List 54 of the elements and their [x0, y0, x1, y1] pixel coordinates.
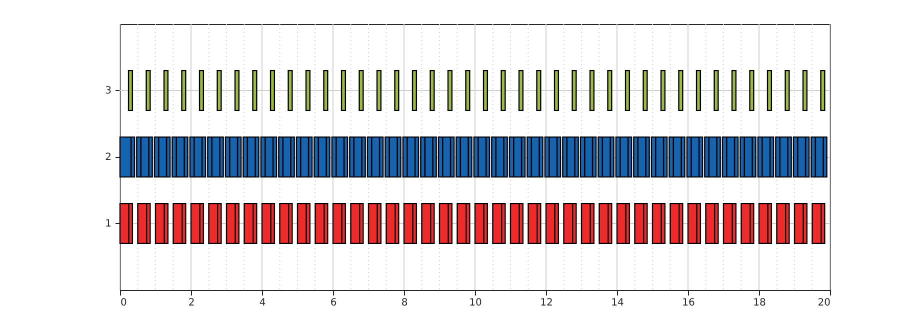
bar: [797, 136, 806, 178]
bar: [371, 136, 380, 178]
bar: [814, 136, 824, 178]
x-tick-label: 18: [753, 298, 766, 308]
x-tick-label: 16: [682, 298, 695, 308]
bar: [726, 136, 736, 178]
bar: [158, 136, 168, 178]
bar: [388, 136, 398, 178]
bar: [495, 136, 504, 178]
x-tick-label: 14: [611, 298, 624, 308]
bar: [176, 136, 185, 178]
bar: [620, 136, 629, 178]
bar: [513, 136, 522, 178]
bar: [530, 136, 540, 178]
x-tick-label: 8: [401, 298, 408, 308]
bar: [353, 136, 362, 178]
bar: [637, 136, 646, 178]
bar: [119, 136, 132, 178]
bar: [336, 136, 345, 178]
bar: [424, 136, 434, 178]
x-tick-label: 12: [540, 298, 553, 308]
bar: [229, 136, 238, 178]
bar: [690, 136, 700, 178]
bar: [602, 136, 611, 178]
bar: [708, 136, 718, 178]
bar: [246, 136, 256, 178]
bar: [194, 136, 203, 178]
x-tick-label: 0: [120, 298, 127, 308]
bar: [282, 136, 292, 178]
bar: [655, 136, 664, 178]
bar: [442, 136, 452, 178]
y-tick-label: 3: [105, 86, 112, 96]
x-tick-label: 10: [469, 298, 482, 308]
bar: [672, 136, 682, 178]
y-tick-label: 1: [105, 218, 112, 230]
bar: [584, 136, 594, 178]
bar: [264, 136, 274, 178]
bar: [478, 136, 487, 178]
bar: [300, 136, 310, 178]
bar: [566, 136, 576, 178]
bar: [406, 136, 416, 178]
bar: [548, 136, 558, 178]
bar: [211, 136, 220, 178]
bar: [140, 136, 150, 178]
y-tick-label: 2: [105, 152, 112, 163]
bar: [318, 136, 327, 178]
bar: [762, 136, 771, 178]
x-tick-label: 20: [818, 298, 830, 308]
x-tick-label: 4: [259, 298, 266, 308]
x-tick-label: 6: [330, 298, 337, 308]
x-tick-label: 2: [188, 298, 195, 308]
bar: [744, 136, 753, 178]
bar: [779, 136, 788, 178]
bar: [460, 136, 469, 178]
